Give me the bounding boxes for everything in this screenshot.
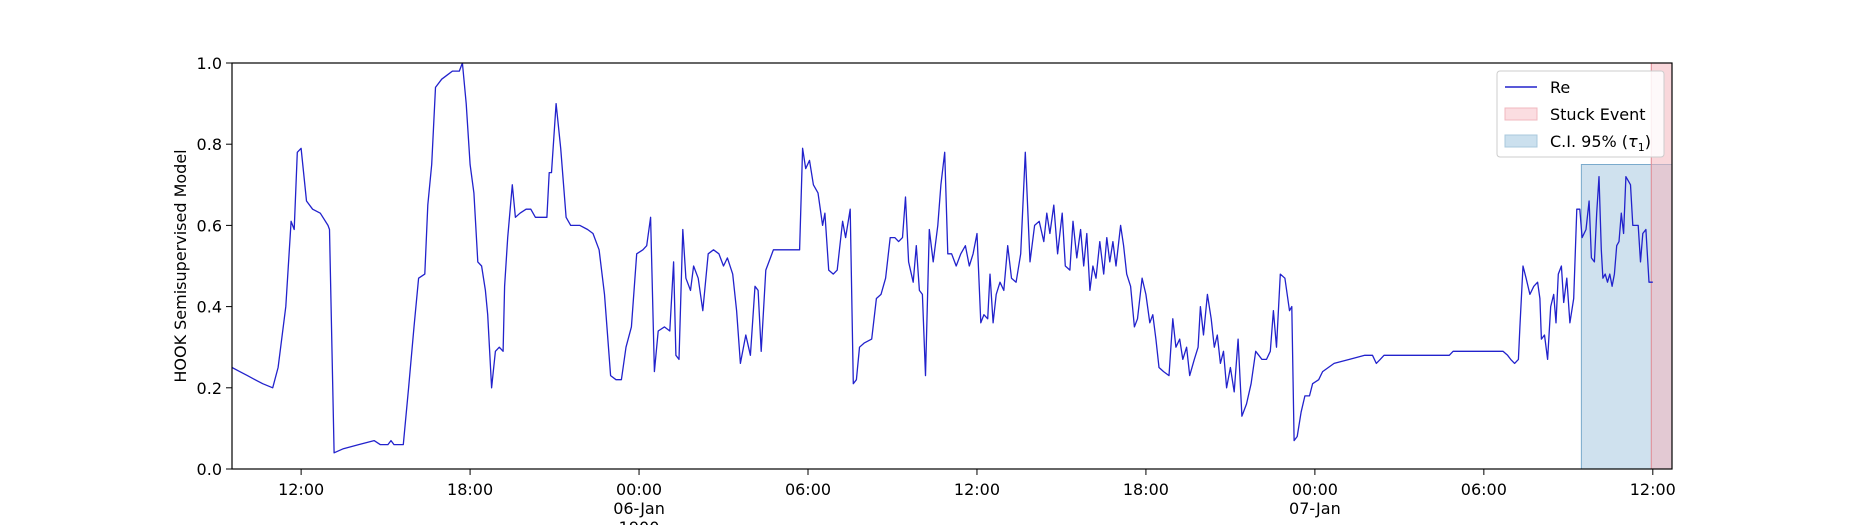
series-line-re bbox=[232, 63, 1653, 454]
x-tick-date-label: 07-Jan bbox=[1289, 499, 1341, 518]
x-tick-label: 18:00 bbox=[447, 480, 493, 499]
legend: Re Stuck Event C.I. 95% (τ1) bbox=[1496, 70, 1665, 158]
x-tick-year-label: 1900 bbox=[619, 518, 660, 525]
plot-frame bbox=[231, 62, 1673, 470]
x-tick-label: 00:00 bbox=[616, 480, 662, 499]
y-axis: 0.0 0.2 0.4 0.6 0.8 1.0 bbox=[197, 54, 232, 479]
y-tick-label: 0.6 bbox=[197, 216, 222, 235]
legend-swatch-stuck-event bbox=[1504, 107, 1538, 121]
legend-label-re: Re bbox=[1550, 78, 1570, 97]
y-tick-label: 0.8 bbox=[197, 135, 222, 154]
x-tick-label: 12:00 bbox=[954, 480, 1000, 499]
legend-swatch-ci bbox=[1504, 134, 1538, 148]
x-tick-label: 00:00 bbox=[1292, 480, 1338, 499]
y-tick-label: 0.4 bbox=[197, 298, 222, 317]
series-layer bbox=[232, 63, 1653, 454]
y-axis-title: HOOK Semisupervised Model bbox=[171, 149, 190, 382]
y-tick-label: 0.0 bbox=[197, 460, 222, 479]
shaded-spans bbox=[1580, 63, 1672, 469]
x-tick-label: 06:00 bbox=[1461, 480, 1507, 499]
x-tick-label: 12:00 bbox=[278, 480, 324, 499]
stuck-event-span bbox=[1650, 63, 1672, 469]
y-tick-label: 0.2 bbox=[197, 379, 222, 398]
x-tick-label: 12:00 bbox=[1630, 480, 1676, 499]
x-tick-date-label: 06-Jan bbox=[613, 499, 665, 518]
x-tick-label: 18:00 bbox=[1123, 480, 1169, 499]
y-tick-label: 1.0 bbox=[197, 54, 222, 73]
x-axis: 12:0018:0000:0006-Jan190006:0012:0018:00… bbox=[278, 469, 1676, 525]
legend-box bbox=[1496, 70, 1665, 158]
legend-label-ci: C.I. 95% (τ1) bbox=[1550, 132, 1651, 154]
x-tick-label: 06:00 bbox=[785, 480, 831, 499]
legend-label-stuck-event: Stuck Event bbox=[1550, 105, 1646, 124]
